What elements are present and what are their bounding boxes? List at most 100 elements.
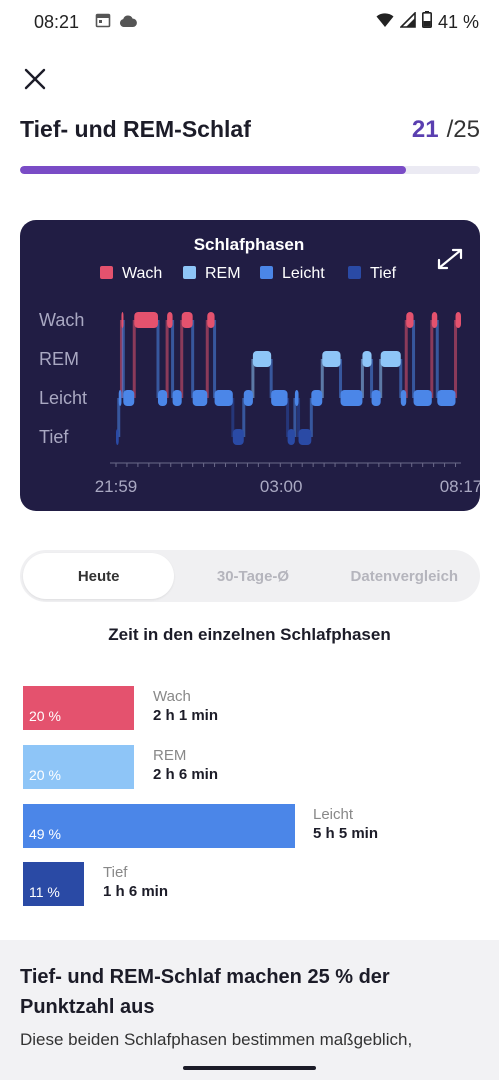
- signal-icon: [399, 10, 416, 33]
- stage-transition: [412, 320, 416, 398]
- chart-legend: Wach REM Leicht Tief: [100, 265, 397, 282]
- stage-transition: [231, 398, 235, 437]
- y-label-tief: Tief: [39, 427, 69, 447]
- stage-segment-leicht: [294, 390, 299, 406]
- breakdown-row-tief: 11 % Tief 1 h 6 min: [23, 862, 168, 906]
- page-title: Tief- und REM-Schlaf: [20, 116, 251, 142]
- breakdown-row-rem: 20 % REM 2 h 6 min: [23, 745, 218, 789]
- stage-segment-wach: [181, 312, 193, 328]
- score-progress-bar: [20, 166, 480, 174]
- legend-item-rem: REM: [183, 265, 241, 282]
- stage-transition: [171, 320, 175, 398]
- score-progress-fill: [20, 166, 407, 174]
- legend-label: REM: [205, 265, 241, 282]
- y-axis-labels: Wach REM Leicht Tief: [39, 310, 87, 447]
- breakdown-bar: 11 %: [23, 862, 84, 906]
- info-body: Diese beiden Schlafphasen bestimmen maßg…: [20, 1030, 413, 1049]
- breakdown-duration: 5 h 5 min: [313, 825, 379, 842]
- stage-transition: [339, 359, 343, 398]
- stage-segment-leicht: [437, 390, 456, 406]
- battery-icon: [421, 11, 432, 33]
- expand-button[interactable]: [437, 248, 463, 270]
- battery-percent: 41 %: [437, 11, 479, 32]
- breakdown-stage: REM: [153, 747, 187, 764]
- breakdown-duration: 2 h 1 min: [153, 707, 219, 724]
- stage-transition: [117, 398, 121, 437]
- stage-transition: [132, 320, 136, 398]
- stage-segment-wach: [207, 312, 215, 328]
- breakdown-bar: 20 %: [23, 686, 134, 730]
- stage-transition: [156, 320, 160, 398]
- stage-segment-tief: [298, 429, 312, 445]
- legend-swatch: [260, 266, 273, 279]
- stage-transition: [121, 320, 125, 398]
- breakdown-duration: 1 h 6 min: [103, 883, 169, 900]
- stage-segment-wach: [455, 312, 461, 328]
- stage-segment-rem: [362, 351, 372, 367]
- stage-transition: [454, 320, 458, 398]
- stage-transition: [297, 398, 301, 437]
- stage-transition: [404, 320, 408, 398]
- stage-transition: [379, 359, 383, 398]
- stage-transition: [213, 320, 217, 398]
- stage-segment-leicht: [192, 390, 208, 406]
- close-icon: [24, 68, 46, 90]
- sleep-stages-chart: Schlafphasen Wach REM Leicht Tief Wach REM Le…: [20, 220, 480, 511]
- chart-plot: [116, 312, 461, 445]
- stage-transition: [360, 359, 364, 398]
- legend-swatch: [348, 266, 361, 279]
- stage-segment-rem: [380, 351, 401, 367]
- legend-swatch: [100, 266, 113, 279]
- calendar-icon: [95, 12, 111, 33]
- breakdown-stage: Wach: [153, 688, 191, 705]
- breakdown-stage: Tief: [103, 864, 128, 881]
- tab-heute[interactable]: Heute: [23, 553, 175, 599]
- breakdown-row-leicht: 49 % Leicht 5 h 5 min: [23, 804, 378, 848]
- y-label-wach: Wach: [39, 310, 84, 330]
- stage-transition: [251, 359, 255, 398]
- stage-segment-rem: [252, 351, 272, 367]
- stage-segment-leicht: [371, 390, 381, 406]
- y-label-leicht: Leicht: [39, 388, 87, 408]
- stage-transition: [399, 359, 403, 398]
- breakdown-duration: 2 h 6 min: [153, 766, 219, 783]
- stage-segment-leicht: [271, 390, 288, 406]
- stage-transition: [119, 320, 123, 398]
- status-bar: 08:21 41 %: [0, 0, 499, 44]
- breakdown-bar: 20 %: [23, 745, 134, 789]
- legend-swatch: [183, 266, 196, 279]
- stage-segment-leicht: [400, 390, 407, 406]
- legend-label: Leicht: [282, 265, 325, 282]
- expand-icon: [437, 248, 463, 270]
- tab-30-tage[interactable]: 30-Tage-Ø: [216, 567, 290, 585]
- status-time: 08:21: [34, 11, 80, 32]
- tab-datenvergleich[interactable]: Datenvergleich: [350, 567, 459, 585]
- info-heading: Tief- und REM-Schlaf machen 25 % der Pun…: [20, 966, 390, 1018]
- stage-segment-leicht: [157, 390, 168, 406]
- close-button[interactable]: [20, 64, 50, 94]
- x-axis-labels: 21:59 03:00 08:17: [95, 477, 480, 496]
- breakdown-bar: 49 %: [23, 804, 295, 848]
- stage-segment-leicht: [214, 390, 233, 406]
- x-label: 08:17: [440, 477, 480, 496]
- score-total: /25: [446, 116, 480, 143]
- stage-segment-leicht: [311, 390, 323, 406]
- sleep-stages-svg: Schlafphasen Wach REM Leicht Tief Wach REM Le…: [39, 235, 480, 496]
- stage-segment-tief: [232, 429, 244, 445]
- stage-segment-tief: [287, 429, 295, 445]
- stage-segment-leicht: [123, 390, 135, 406]
- stage-transition: [242, 398, 246, 437]
- stage-segment-wach: [134, 312, 158, 328]
- stage-transition: [435, 320, 439, 398]
- x-label: 21:59: [95, 477, 138, 496]
- stage-transition: [165, 320, 169, 398]
- cloud-icon: [119, 12, 137, 33]
- stage-segment-wach: [406, 312, 414, 328]
- stage-transition: [286, 398, 290, 437]
- stage-transition: [293, 398, 297, 437]
- stage-segment-leicht: [413, 390, 432, 406]
- legend-item-wach: Wach: [100, 265, 162, 282]
- stage-segment-leicht: [118, 390, 122, 406]
- x-label: 03:00: [260, 477, 303, 496]
- legend-item-leicht: Leicht: [260, 265, 325, 282]
